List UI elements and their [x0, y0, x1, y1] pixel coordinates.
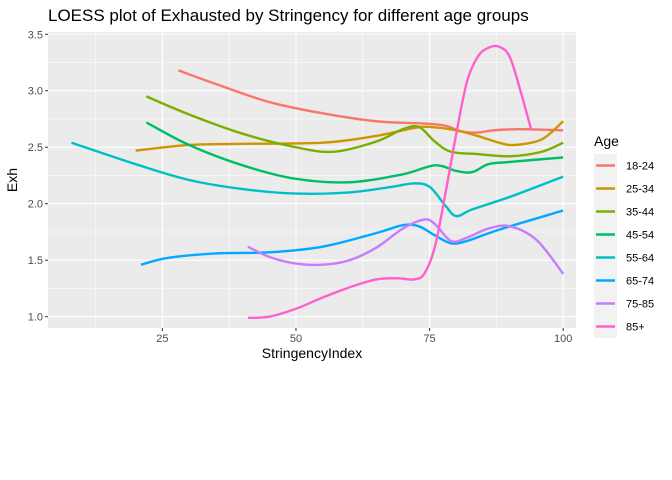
legend-label-65-74: 65-74: [626, 276, 654, 288]
x-tick-label: 25: [156, 333, 168, 345]
legend-label-75-85: 75-85: [626, 299, 654, 311]
series-line-65-74: [140, 209, 564, 266]
x-axis-title: StringencyIndex: [262, 345, 362, 361]
legend: Age 18-24 25-34 35-44 45-54 55-64 65-74 75-85 8…: [594, 133, 654, 338]
y-tick-label: 1.5: [28, 255, 43, 267]
x-tick-label: 75: [423, 333, 435, 345]
series-line-35-44: [145, 95, 564, 158]
series-lines: [71, 44, 565, 320]
y-tick-label: 2.0: [28, 199, 43, 211]
x-tick-label: 100: [554, 333, 572, 345]
series-line-85+: [247, 44, 533, 320]
legend-label-55-64: 55-64: [626, 253, 654, 265]
y-tick-label: 3.0: [28, 86, 43, 98]
legend-label-25-34: 25-34: [626, 184, 654, 196]
y-tick-label: 3.5: [28, 29, 43, 41]
x-axis-ticks: 25 50 75 100: [156, 328, 572, 345]
y-axis-ticks: 1.0 1.5 2.0 2.5 3.0 3.5: [28, 29, 48, 324]
series-line-25-34: [135, 120, 564, 152]
legend-label-45-54: 45-54: [626, 230, 654, 242]
series-line-75-85: [247, 218, 565, 275]
y-tick-label: 1.0: [28, 312, 43, 324]
y-axis-title: Exh: [4, 168, 20, 192]
legend-title: Age: [594, 133, 619, 149]
legend-label-18-24: 18-24: [626, 161, 654, 173]
series-line-55-64: [71, 141, 564, 218]
chart-title: LOESS plot of Exhausted by Stringency fo…: [48, 6, 529, 25]
legend-label-35-44: 35-44: [626, 207, 654, 219]
y-tick-label: 2.5: [28, 142, 43, 154]
legend-label-85+: 85+: [626, 322, 645, 334]
series-line-18-24: [177, 69, 564, 134]
series-line-45-54: [145, 121, 564, 184]
x-tick-label: 50: [290, 333, 302, 345]
